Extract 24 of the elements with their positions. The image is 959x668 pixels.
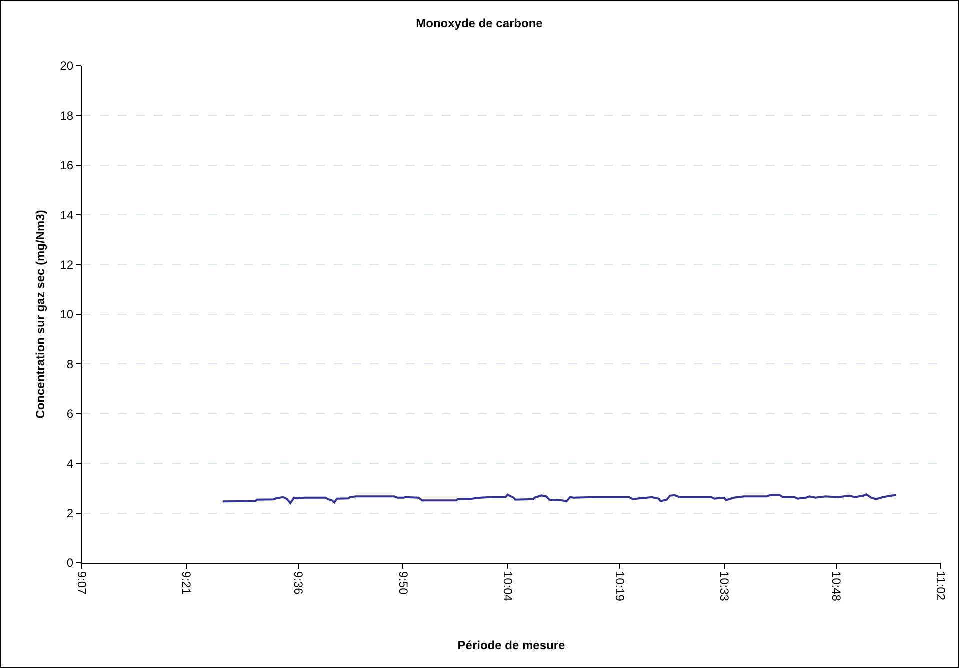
chart-title: Monoxyde de carbone (416, 16, 544, 31)
y-tick-label: 0 (66, 556, 74, 570)
line-series (222, 494, 898, 504)
x-tick-label: 9:07 (75, 571, 90, 596)
y-tick-label: 16 (60, 158, 74, 173)
y-tick-label: 12 (60, 258, 74, 272)
y-axis-title: Concentration sur gaz sec (mg/Nm3) (34, 210, 48, 419)
y-tick-label: 2 (66, 506, 74, 520)
x-tick-label: 10:33 (717, 571, 732, 602)
y-tick-label: 20 (60, 59, 74, 74)
x-tick-label: 10:48 (830, 571, 844, 602)
x-tick-label: 9:50 (396, 571, 410, 596)
y-tick-label: 18 (60, 108, 74, 123)
y-tick-label: 10 (60, 308, 74, 322)
x-tick-label: 11:02 (934, 571, 948, 601)
y-tick-label: 14 (60, 208, 74, 222)
x-tick-label: 10:19 (612, 571, 627, 602)
y-tick-label: 8 (66, 357, 74, 372)
y-tick-label: 4 (66, 456, 74, 471)
x-axis-title: Période de mesure (458, 638, 566, 653)
x-tick-label: 9:36 (292, 571, 306, 596)
y-tick-label: 6 (66, 407, 74, 422)
x-tick-label: 10:04 (500, 571, 515, 602)
x-tick-label: 9:21 (180, 571, 194, 596)
